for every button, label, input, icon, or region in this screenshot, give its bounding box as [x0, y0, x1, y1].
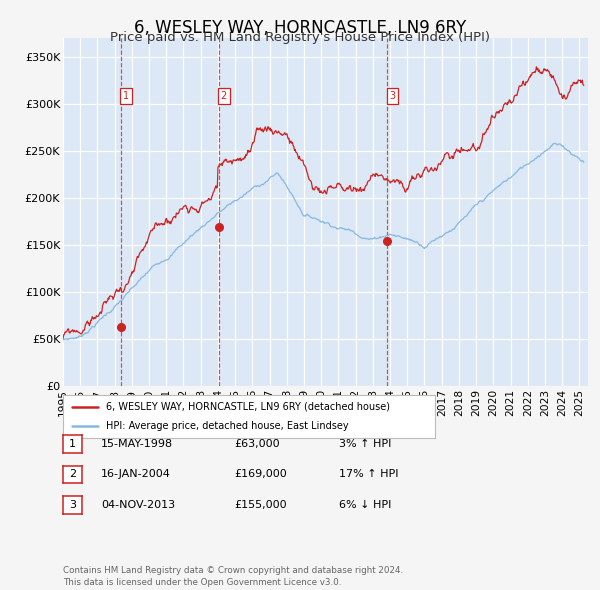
Text: 17% ↑ HPI: 17% ↑ HPI [339, 470, 398, 479]
Text: £169,000: £169,000 [234, 470, 287, 479]
Text: Contains HM Land Registry data © Crown copyright and database right 2024.
This d: Contains HM Land Registry data © Crown c… [63, 566, 403, 587]
Text: 1: 1 [69, 439, 76, 448]
Text: £155,000: £155,000 [234, 500, 287, 510]
Text: 3: 3 [389, 91, 395, 101]
Text: 6% ↓ HPI: 6% ↓ HPI [339, 500, 391, 510]
Text: 3% ↑ HPI: 3% ↑ HPI [339, 439, 391, 448]
Text: 6, WESLEY WAY, HORNCASTLE, LN9 6RY (detached house): 6, WESLEY WAY, HORNCASTLE, LN9 6RY (deta… [106, 402, 390, 412]
Text: £63,000: £63,000 [234, 439, 280, 448]
Text: 2: 2 [69, 470, 76, 479]
Text: Price paid vs. HM Land Registry's House Price Index (HPI): Price paid vs. HM Land Registry's House … [110, 31, 490, 44]
Text: 15-MAY-1998: 15-MAY-1998 [101, 439, 173, 448]
Text: 1: 1 [123, 91, 129, 101]
Text: 2: 2 [221, 91, 227, 101]
Text: 16-JAN-2004: 16-JAN-2004 [101, 470, 170, 479]
Text: HPI: Average price, detached house, East Lindsey: HPI: Average price, detached house, East… [106, 421, 349, 431]
Text: 04-NOV-2013: 04-NOV-2013 [101, 500, 175, 510]
Text: 6, WESLEY WAY, HORNCASTLE, LN9 6RY: 6, WESLEY WAY, HORNCASTLE, LN9 6RY [134, 19, 466, 37]
Text: 3: 3 [69, 500, 76, 510]
